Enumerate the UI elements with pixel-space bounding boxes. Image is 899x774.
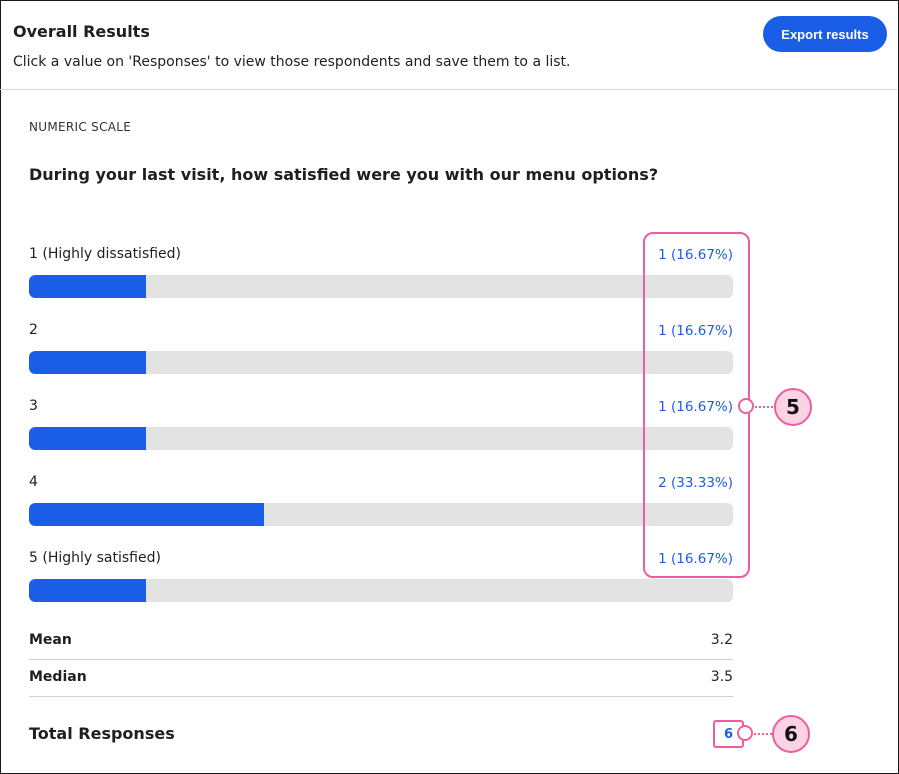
question-type: NUMERIC SCALE [29,120,132,134]
divider [29,659,733,660]
option-responses-link[interactable]: 2 (33.33%) [658,475,733,491]
option-bar-track [29,351,733,374]
median-label: Median [29,669,87,685]
export-results-button[interactable]: Export results [763,16,887,52]
option-bar-fill [29,503,264,526]
responses-highlight-box [643,232,750,578]
mean-label: Mean [29,632,72,648]
option-label: 3 [29,398,38,414]
option-bar-track [29,427,733,450]
results-header: Overall Results Click a value on 'Respon… [0,0,897,90]
option-responses-link[interactable]: 1 (16.67%) [658,551,733,567]
option-responses-link[interactable]: 1 (16.67%) [658,247,733,263]
callout-badge-5: 5 [774,388,812,426]
option-responses-link[interactable]: 1 (16.67%) [658,399,733,415]
option-label: 2 [29,322,38,338]
option-bar-fill [29,579,147,602]
option-bar-track [29,275,733,298]
total-responses-label: Total Responses [29,724,175,743]
option-label: 4 [29,474,38,490]
median-value: 3.5 [710,669,733,685]
callout-connector [755,406,777,408]
callout-connector [754,733,776,735]
question-text: During your last visit, how satisfied we… [29,165,659,184]
option-responses-link[interactable]: 1 (16.67%) [658,323,733,339]
callout-anchor-ring [737,725,753,741]
total-responses-link[interactable]: 6 [723,726,734,742]
option-bar-fill [29,351,147,374]
callout-anchor-ring [738,398,754,414]
median-row: Median 3.5 [29,669,733,706]
mean-value: 3.2 [710,632,733,648]
mean-row: Mean 3.2 [29,632,733,669]
callout-badge-6: 6 [772,715,810,753]
page-title: Overall Results [13,22,150,41]
option-bar-fill [29,427,147,450]
option-bar-track [29,579,733,602]
page-subtitle: Click a value on 'Responses' to view tho… [13,54,571,70]
option-label: 1 (Highly dissatisfied) [29,246,182,262]
option-bar-fill [29,275,147,298]
divider [29,696,733,697]
option-label: 5 (Highly satisfied) [29,550,161,566]
option-bar-track [29,503,733,526]
